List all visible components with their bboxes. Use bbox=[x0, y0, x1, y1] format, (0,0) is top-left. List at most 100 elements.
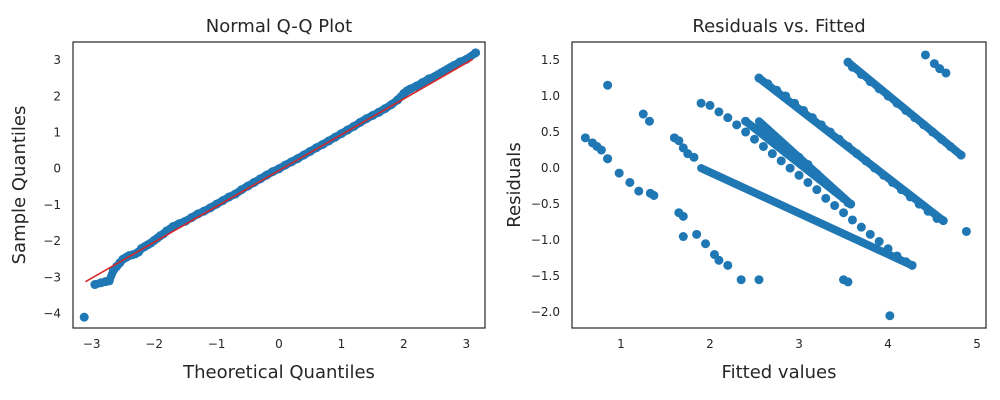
y-tick-label: −3 bbox=[43, 270, 61, 284]
data-point bbox=[596, 145, 606, 155]
data-point bbox=[723, 260, 733, 270]
data-point bbox=[852, 149, 862, 159]
data-point bbox=[767, 149, 777, 159]
data-point bbox=[919, 120, 929, 130]
y-tick-label: 0 bbox=[53, 162, 61, 176]
data-point bbox=[874, 237, 884, 247]
data-point bbox=[945, 141, 955, 151]
data-point bbox=[936, 134, 946, 144]
data-point bbox=[776, 138, 786, 148]
data-point bbox=[649, 190, 659, 200]
data-point bbox=[692, 229, 702, 239]
data-point bbox=[705, 100, 715, 110]
residuals-plot-xlabel: Fitted values bbox=[722, 362, 837, 383]
data-point bbox=[874, 84, 884, 94]
y-tick-label: 0.0 bbox=[541, 161, 560, 175]
y-tick-label: −1.5 bbox=[531, 269, 560, 283]
data-point bbox=[754, 121, 764, 131]
data-point bbox=[741, 116, 751, 126]
data-point bbox=[79, 312, 89, 322]
y-tick-label: 0.5 bbox=[541, 125, 560, 139]
data-point bbox=[638, 109, 648, 119]
dense-residual-band bbox=[697, 164, 917, 270]
x-tick-label: 3 bbox=[462, 337, 470, 351]
data-point bbox=[785, 145, 795, 155]
y-tick-label: −2.0 bbox=[531, 305, 560, 319]
x-tick-label: 3 bbox=[795, 337, 803, 351]
data-point bbox=[847, 62, 857, 72]
data-point bbox=[879, 170, 889, 180]
residuals-plot-frame bbox=[571, 41, 987, 329]
data-point bbox=[603, 154, 613, 164]
data-point bbox=[750, 134, 760, 144]
qq-plot-title: Normal Q-Q Plot bbox=[206, 16, 353, 37]
data-point bbox=[825, 127, 835, 137]
y-tick-label: 1.0 bbox=[541, 89, 560, 103]
data-point bbox=[714, 107, 724, 117]
data-point bbox=[907, 260, 917, 270]
data-point bbox=[843, 141, 853, 151]
data-point bbox=[847, 215, 857, 225]
data-point bbox=[794, 170, 804, 180]
data-point bbox=[883, 91, 893, 101]
y-tick-label: 1 bbox=[53, 126, 61, 140]
residuals-plot-ticks: 1 2 3 4 5 −2.0 −1.5 −1.0 −0.5 0.0 0.5 1.0 1.5 bbox=[531, 53, 981, 351]
data-point bbox=[920, 50, 930, 60]
data-point bbox=[812, 185, 822, 195]
qq-plot-xlabel: Theoretical Quantiles bbox=[182, 362, 375, 383]
data-point bbox=[923, 206, 933, 216]
data-point bbox=[754, 73, 764, 83]
data-point bbox=[910, 113, 920, 123]
data-point bbox=[812, 169, 822, 179]
data-point bbox=[870, 163, 880, 173]
y-tick-label: 3 bbox=[53, 53, 61, 67]
data-point bbox=[614, 168, 624, 178]
data-point bbox=[901, 105, 911, 115]
data-point bbox=[883, 244, 893, 254]
data-point bbox=[856, 222, 866, 232]
y-tick-label: −1.0 bbox=[531, 233, 560, 247]
data-point bbox=[830, 201, 840, 211]
data-point bbox=[928, 127, 938, 137]
data-point bbox=[625, 177, 635, 187]
data-point bbox=[861, 156, 871, 166]
qq-plot-frame bbox=[72, 41, 486, 329]
data-point bbox=[914, 199, 924, 209]
data-point bbox=[603, 80, 613, 90]
y-tick-label: −4 bbox=[43, 307, 61, 321]
data-point bbox=[678, 232, 688, 242]
data-point bbox=[781, 91, 791, 101]
data-point bbox=[834, 134, 844, 144]
data-point bbox=[776, 156, 786, 166]
data-point bbox=[961, 226, 971, 236]
y-tick-label: −1 bbox=[43, 198, 61, 212]
data-point bbox=[678, 211, 688, 221]
data-point bbox=[785, 163, 795, 173]
data-point bbox=[956, 150, 966, 160]
x-tick-label: 1 bbox=[617, 337, 625, 351]
residuals-plot-title: Residuals vs. Fitted bbox=[692, 16, 865, 37]
data-point bbox=[741, 127, 751, 137]
data-point bbox=[674, 136, 684, 146]
data-point bbox=[892, 98, 902, 108]
data-point bbox=[794, 152, 804, 162]
y-tick-label: 1.5 bbox=[541, 53, 560, 67]
data-point bbox=[790, 98, 800, 108]
data-point bbox=[732, 120, 742, 130]
data-point bbox=[905, 192, 915, 202]
x-tick-label: 5 bbox=[973, 337, 981, 351]
data-point bbox=[580, 133, 590, 143]
data-point bbox=[843, 277, 853, 287]
data-point bbox=[865, 77, 875, 87]
data-point bbox=[772, 85, 782, 95]
y-tick-label: 2 bbox=[53, 89, 61, 103]
data-point bbox=[736, 275, 746, 285]
data-point bbox=[798, 105, 808, 115]
data-point bbox=[830, 186, 840, 196]
residuals-plot: Residuals vs. Fitted 1 2 3 4 5 −2.0 −1.5 −1.0 −0… bbox=[504, 16, 987, 383]
data-point bbox=[714, 255, 724, 265]
data-point bbox=[821, 193, 831, 203]
x-tick-label: 0 bbox=[275, 337, 283, 351]
data-point bbox=[723, 113, 733, 123]
data-point bbox=[888, 177, 898, 187]
